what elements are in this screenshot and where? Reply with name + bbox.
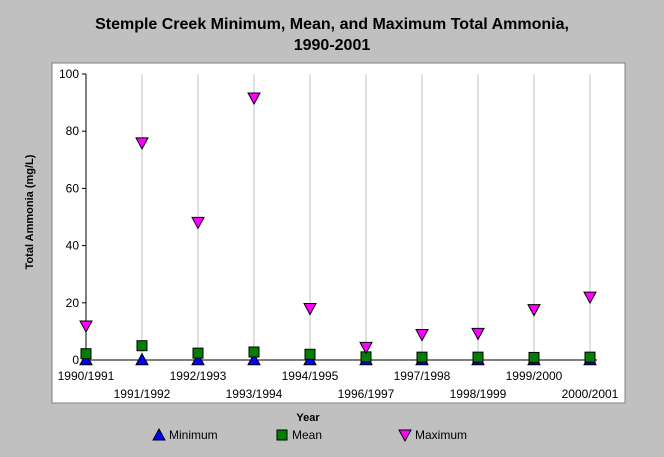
- mean-point: [304, 348, 316, 360]
- x-tick-label: 2000/2001: [562, 387, 619, 401]
- minimum-point: [79, 352, 93, 366]
- maximum-point: [135, 137, 149, 150]
- y-tick-label: 40: [66, 239, 80, 253]
- x-tick-label: 1999/2000: [506, 369, 563, 383]
- maximum-point: [471, 327, 485, 341]
- maximum-point: [359, 341, 373, 355]
- y-tick-label: 100: [59, 67, 79, 81]
- mean-point: [584, 351, 596, 363]
- maximum-point: [247, 92, 261, 106]
- maximum-point: [583, 291, 597, 305]
- maximum-point: [79, 320, 93, 334]
- y-tick-label: 0: [72, 353, 79, 367]
- mean-point: [472, 351, 484, 363]
- x-tick-label: 1990/1991: [58, 369, 115, 383]
- chart-title: Stemple Creek Minimum, Mean, and Maximum…: [0, 14, 664, 56]
- minimum-point: [191, 352, 205, 366]
- maximum-point: [303, 303, 317, 316]
- y-tick-label: 20: [66, 296, 80, 310]
- x-tick-label: 1993/1994: [226, 387, 283, 401]
- y-tick-label: 80: [66, 124, 80, 138]
- x-axis-title: Year: [296, 412, 320, 424]
- legend-minimum-label: Minimum: [169, 428, 218, 442]
- chart-title-line-1: Stemple Creek Minimum, Mean, and Maximum…: [95, 16, 569, 33]
- minimum-point: [135, 352, 149, 366]
- y-tick-label: 60: [66, 181, 80, 195]
- maximum-point: [415, 329, 429, 342]
- mean-point: [192, 347, 204, 359]
- minimum-point: [247, 352, 261, 366]
- mean-point: [80, 348, 92, 360]
- legend-mean-label: Mean: [292, 428, 322, 442]
- x-tick-label: 1991/1992: [114, 387, 171, 401]
- x-tick-label: 1994/1995: [282, 369, 339, 383]
- x-tick-label: 1996/1997: [338, 387, 395, 401]
- legend-maximum-marker: [398, 429, 412, 443]
- legend-maximum-label: Maximum: [415, 428, 467, 442]
- chart-title-line-2: 1990-2001: [293, 37, 371, 54]
- legend-mean-marker: [276, 429, 288, 441]
- mean-point: [248, 346, 260, 358]
- x-tick-label: 1998/1999: [450, 387, 507, 401]
- legend-minimum-marker: [152, 427, 166, 441]
- y-axis-title: Total Ammonia (mg/L): [24, 154, 36, 269]
- maximum-point: [191, 216, 205, 230]
- maximum-point: [527, 304, 541, 317]
- x-tick-label: 1997/1998: [394, 369, 451, 383]
- mean-point: [136, 340, 148, 352]
- mean-point: [416, 351, 428, 363]
- x-tick-label: 1992/1993: [170, 369, 227, 383]
- mean-point: [528, 351, 540, 363]
